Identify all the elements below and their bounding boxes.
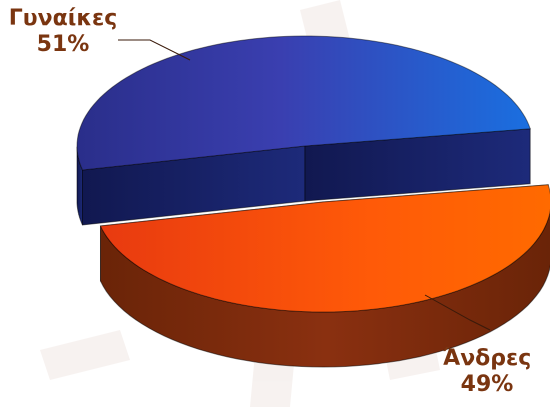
slice-top-men — [99, 184, 550, 313]
pie-slice-men — [99, 184, 550, 368]
slice-top-women — [76, 35, 531, 171]
slice-label-men: Άνδρες — [442, 346, 532, 371]
data-label-men: Άνδρες 49% — [428, 346, 546, 398]
leader-line-men — [424, 294, 491, 331]
slice-label-women: Γυναίκες — [8, 6, 118, 31]
pie-slice-women — [76, 35, 531, 226]
leader-line-women — [118, 39, 191, 61]
slice-percent-women: 51% — [36, 32, 90, 57]
slice-percent-men: 49% — [460, 372, 514, 397]
data-label-women: Γυναίκες 51% — [4, 6, 122, 58]
